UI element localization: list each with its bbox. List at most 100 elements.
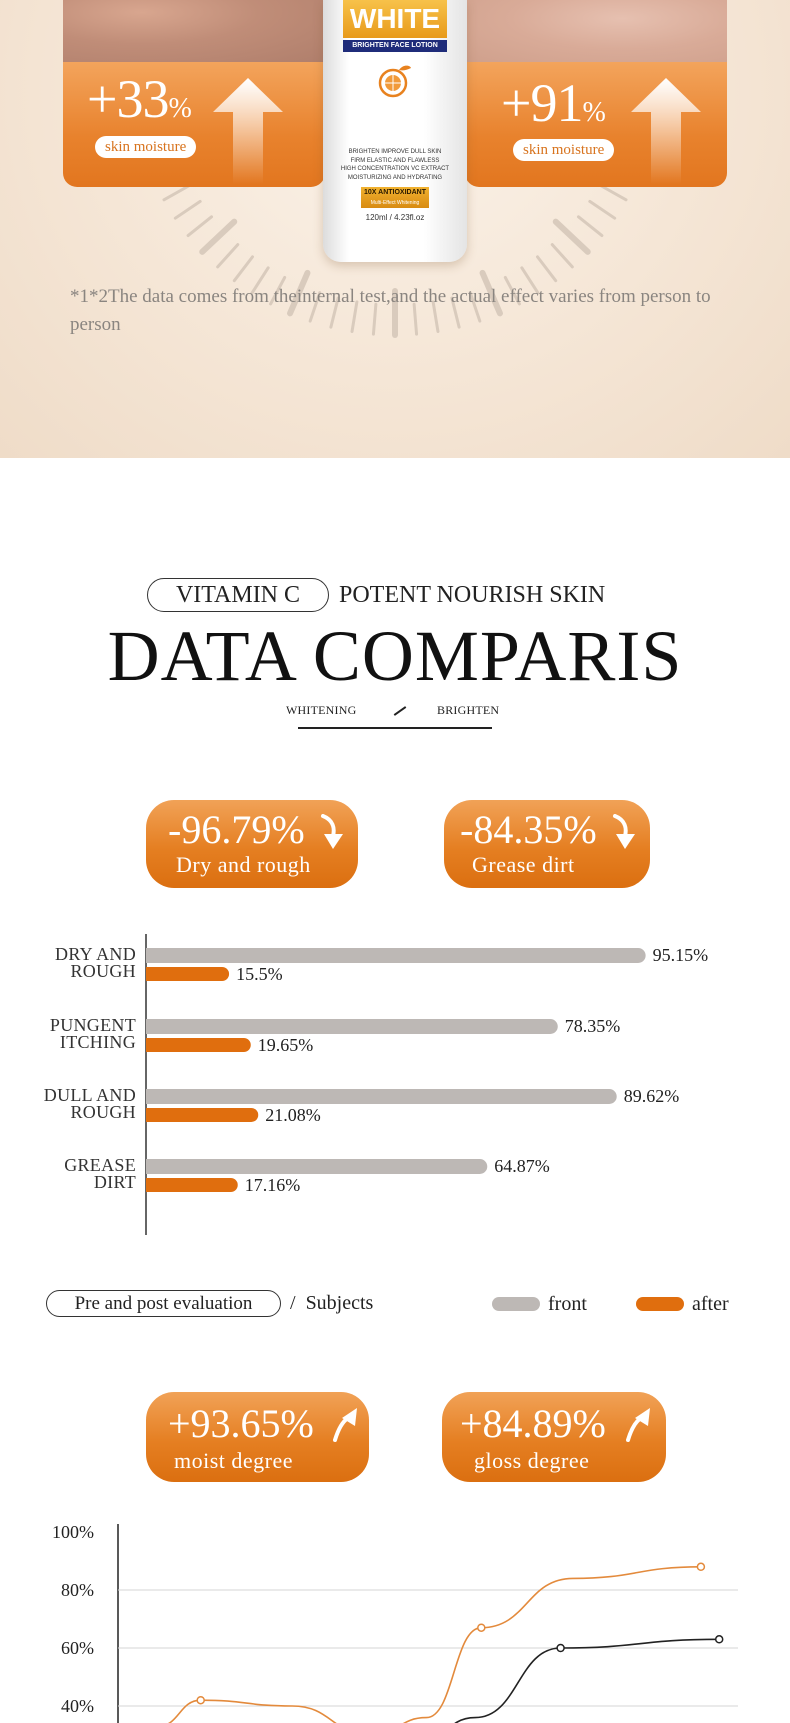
category-label-line: DIRT [93,1172,136,1192]
legend-swatch-after [636,1297,684,1311]
skin-photo-right [465,0,727,62]
section-subheading: VITAMIN C POTENT NOURISH SKIN [0,578,790,614]
category-label-line: PUNGENT [49,1015,136,1035]
bottle-line: FIRM ELASTIC AND FLAWLESS [350,157,440,164]
arrow-down-icon [321,814,343,849]
dial-tick [450,296,461,329]
bar-after [146,1038,251,1052]
bar-category-label: DULL AND ROUGH [20,1086,136,1122]
bar-front [146,1159,488,1174]
line-series [167,1566,701,1723]
tag-separator [393,706,407,716]
evaluation-pill: Pre and post evaluation [46,1290,281,1317]
stat-grease-dirt: -84.35% Grease dirt [444,800,650,888]
dial-tick [588,199,617,220]
dial-tick [250,266,270,295]
dial-tick [431,300,440,333]
antioxidant-badge: 10X ANTIOXIDANT Multi-Effect Whitening [361,187,429,208]
dial-tick [173,199,202,220]
bar-front-base [146,1089,154,1104]
bar-front [146,948,646,963]
dial-tick [503,275,521,306]
dial-tick [199,218,238,255]
bar-category-label: GREASE DIRT [20,1156,136,1192]
line-point [714,1635,724,1644]
dial-tick [287,269,311,317]
category-label-line: DRY AND [55,944,136,964]
skin-photo-left [63,0,325,62]
dial-tick [329,296,340,329]
bar-value-label: 64.87% [494,1156,550,1176]
stat-label: Dry and rough [176,852,311,877]
bar-value-label: 89.62% [623,1086,680,1106]
bar-front [146,1019,558,1034]
moisture-label-right: skin moisture [513,139,615,161]
bar-after-base [146,1108,154,1122]
line-chart: 100% 80% 60% 40% [0,1515,790,1723]
moisture-label-left: skin moisture [95,136,197,158]
chart-legend-row: Pre and post evaluation / Subjects front… [0,1290,790,1318]
dial-tick [269,275,287,306]
product-bottle: WHITE BRIGHTEN FACE LOTION BRIGHTEN IMPR… [323,0,467,262]
bar-front [146,1089,617,1104]
tag-brighten: BRIGHTEN [437,703,500,717]
bar-after [146,967,230,981]
bar-after-base [146,1178,154,1192]
moisture-value-right: +91% [501,73,606,133]
bar-value-label: 21.08% [265,1105,321,1125]
dial-tick [576,215,604,238]
category-label-line: ROUGH [70,1102,136,1122]
line-point [477,1623,486,1632]
arrow-down-icon [613,814,635,849]
bottle-line: HIGH CONCENTRATION VC EXTRACT [340,166,450,172]
bar-after-base [146,967,154,981]
hero-section: +33% skin moisture +91% skin moisture WH… [0,0,790,458]
y-tick-label: 80% [61,1580,94,1600]
line-chart-canvas [117,1524,738,1723]
after-card: +91% skin moisture [465,0,727,187]
legend-label-after: after [692,1293,729,1315]
bar-after [146,1108,259,1122]
bar-front-base [146,948,154,963]
y-tick-label: 40% [61,1696,94,1716]
bottle-line: MOISTURIZING AND HYDRATING [347,174,443,181]
before-card: +33% skin moisture [63,0,325,187]
bottle-line: BRIGHTEN IMPROVE DULL SKIN [348,149,442,155]
section-tagline: POTENT NOURISH SKIN [339,582,606,608]
dial-tick [520,266,540,295]
bar-chart-canvas [145,934,646,1235]
legend-subjects: Subjects [305,1292,374,1314]
page-title: DATA COMPARIS [107,616,683,696]
bar-value-label: 95.15% [652,945,709,965]
vitamin-c-pill: VITAMIN C [147,578,329,612]
bar-category-label: DRY AND ROUGH [20,944,136,980]
arrow-up-icon [626,1408,650,1442]
up-arrow-icon [213,78,283,184]
line-point [696,1562,706,1572]
stat-panel-right: +91% skin moisture [465,62,727,187]
bottle-volume: 120ml / 4.23fl.oz [365,213,425,222]
up-arrow-icon [631,78,701,184]
stat-value: -96.79% [168,807,305,852]
stat-panel-left: +33% skin moisture [63,62,325,187]
stat-value: -84.35% [460,807,597,852]
bar-after [146,1178,238,1192]
stat-dry-rough: -96.79% Dry and rough [146,800,358,888]
badge-subtext: Multi-Effect Whitening [370,200,420,206]
dial-tick [412,302,419,336]
dial-tick [350,300,359,333]
dial-tick [371,302,378,336]
y-tick-label: 100% [52,1522,94,1542]
dial-tick [232,255,254,283]
bar-front-base [146,1159,154,1174]
stat-moist-degree: +93.65% moist degree [146,1392,369,1482]
bar-after-base [146,1038,154,1052]
bottle-subtitle: BRIGHTEN FACE LOTION [343,40,447,52]
legend-separator: / [290,1292,296,1314]
stat-value: +93.65% [168,1401,314,1446]
dial-tick [162,183,192,202]
tag-whitening: WHITENING [286,703,357,717]
test-disclaimer: *1*2The data comes from theinternal test… [70,286,711,335]
arrow-up-icon [333,1408,357,1442]
stat-value: +84.89% [460,1401,606,1446]
